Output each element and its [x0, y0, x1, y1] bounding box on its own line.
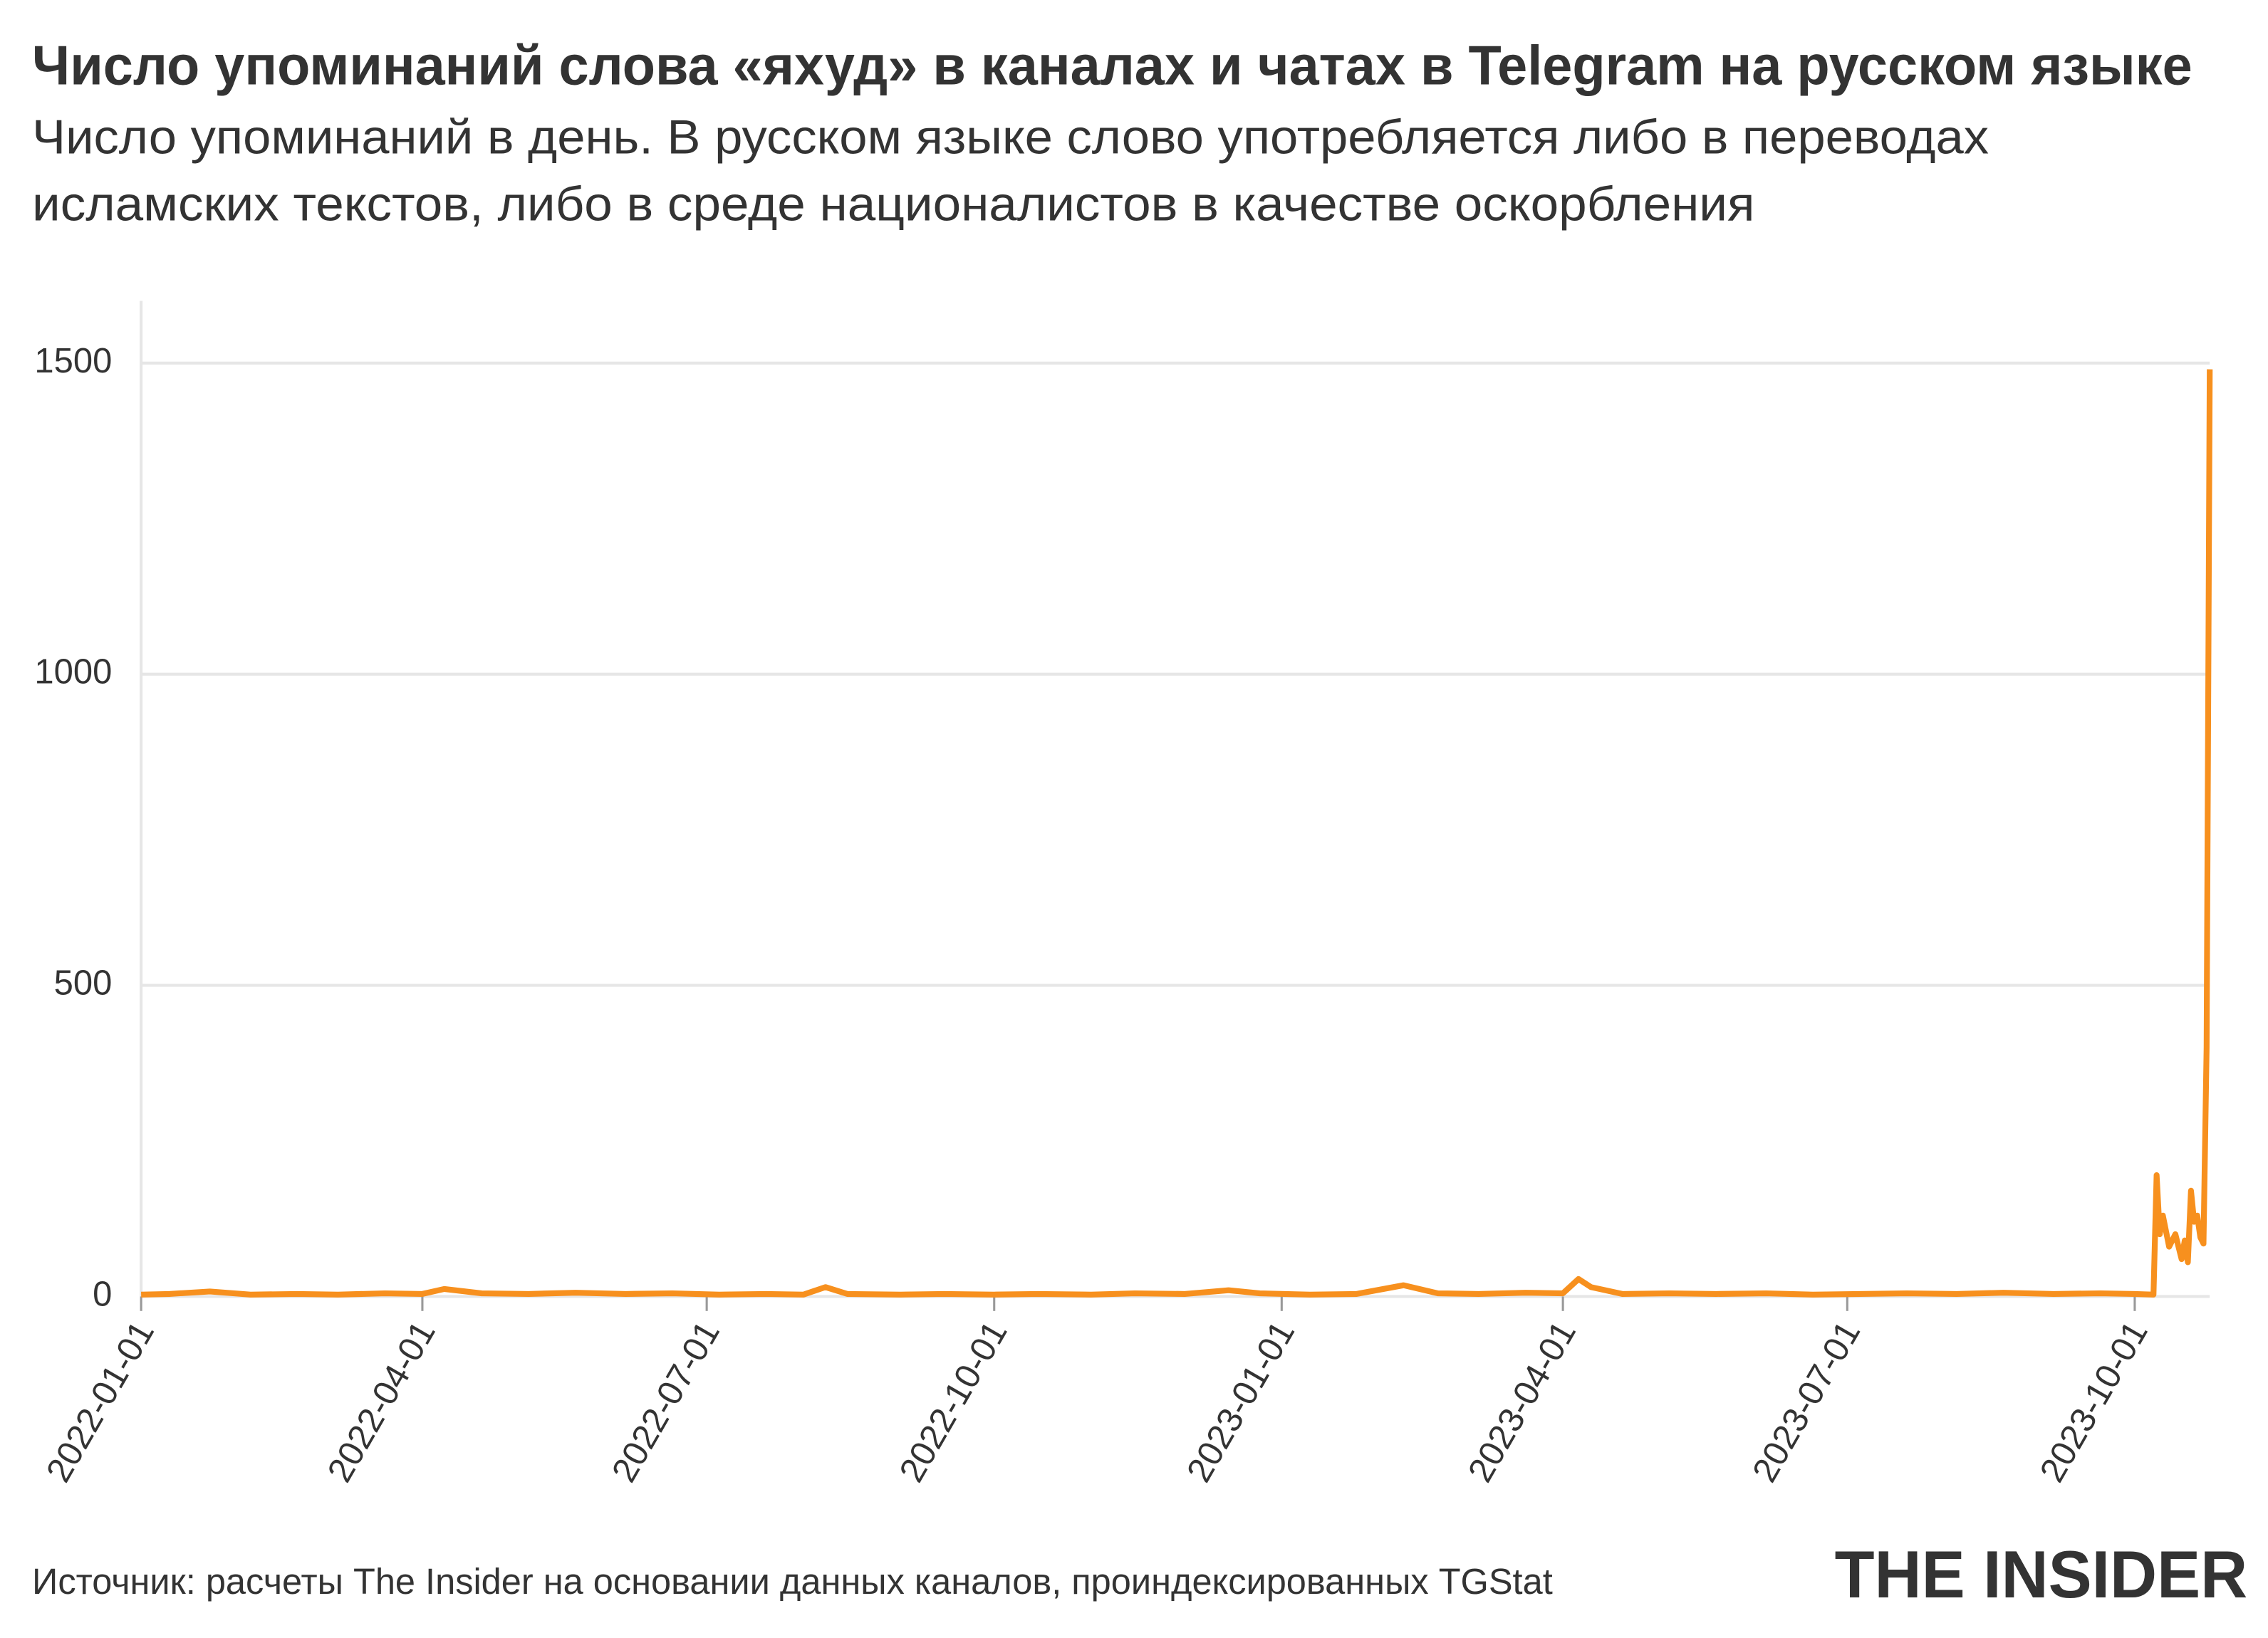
- y-tick-label: 0: [93, 1275, 112, 1313]
- subtitle: Число упоминаний в день. В русском языке…: [32, 111, 1989, 165]
- x-tick-label: 2022-07-01: [605, 1315, 727, 1488]
- y-tick-label: 1000: [34, 653, 112, 692]
- x-tick-label: 2022-10-01: [893, 1315, 1015, 1488]
- subtitle: исламских текстов, либо в среде национал…: [32, 178, 1754, 231]
- x-tick-label: 2023-07-01: [1745, 1315, 1868, 1488]
- logo: THE INSIDER: [1835, 1537, 2248, 1612]
- y-tick-label: 500: [54, 964, 113, 1002]
- source: Источник: расчеты The Insider на основан…: [32, 1561, 1553, 1602]
- x-tick-label: 2023-01-01: [1180, 1315, 1302, 1488]
- chart-title: Число упоминаний слова «яхуд» в каналах …: [32, 35, 2192, 96]
- x-tick-label: 2023-10-01: [2033, 1315, 2155, 1488]
- y-tick-label: 1500: [34, 342, 112, 380]
- x-tick-label: 2023-04-01: [1461, 1315, 1583, 1488]
- line: [141, 369, 2213, 1298]
- x-tick-label: 2022-01-01: [39, 1315, 162, 1488]
- x-tick-label: 2022-04-01: [321, 1315, 443, 1488]
